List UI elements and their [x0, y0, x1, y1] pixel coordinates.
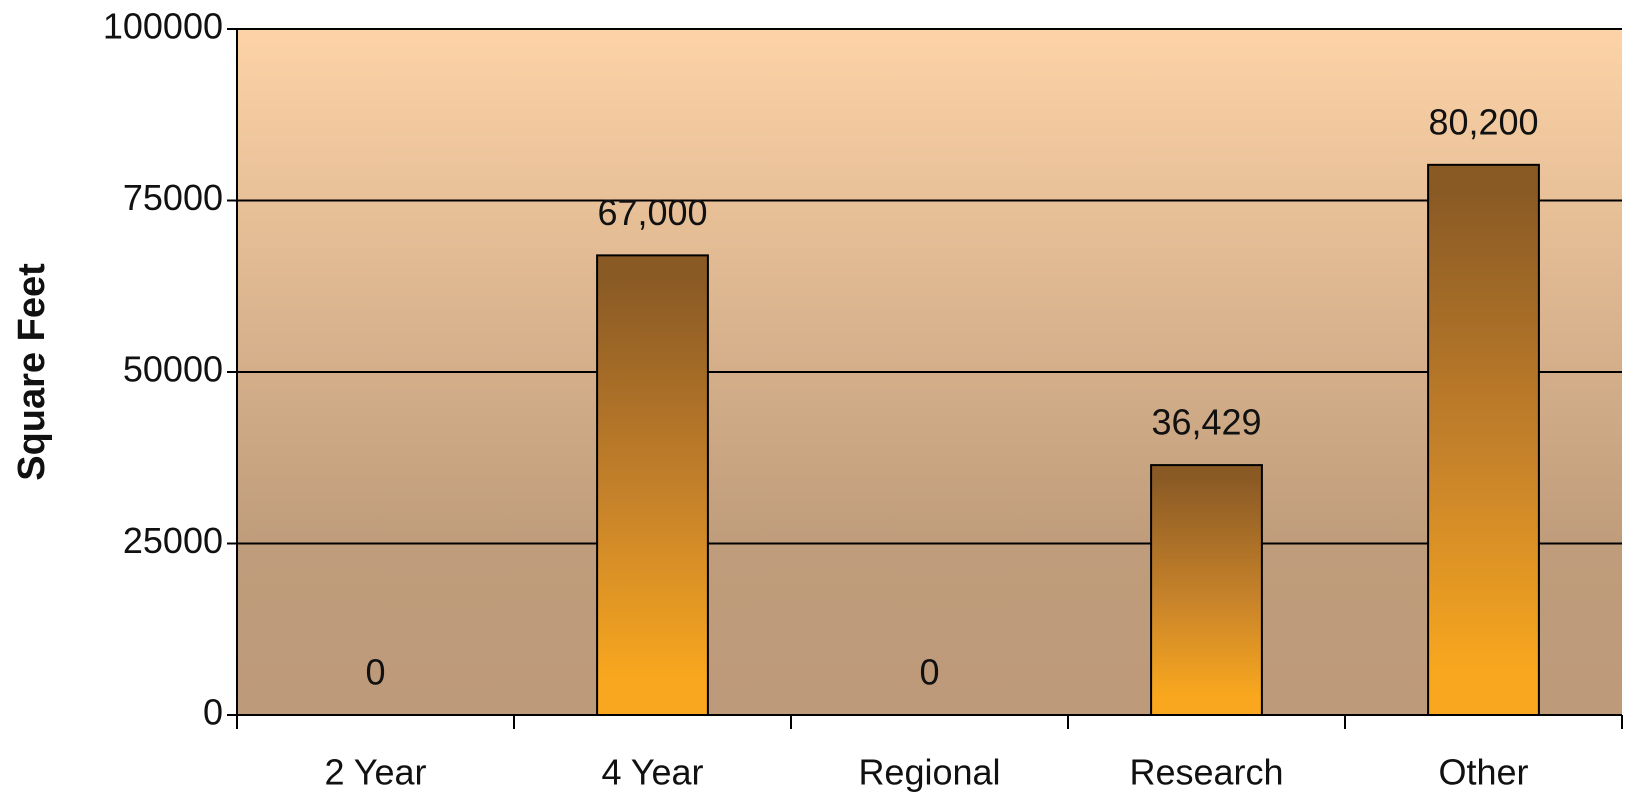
y-tick-label: 75000: [123, 177, 223, 218]
value-label: 0: [919, 652, 939, 693]
x-tick-label: 2 Year: [324, 752, 426, 793]
x-tick-label: Research: [1129, 752, 1283, 793]
bar: [1427, 163, 1540, 716]
y-tick-label: 100000: [103, 6, 223, 47]
y-tick-label: 0: [203, 692, 223, 733]
value-label: 80,200: [1428, 101, 1538, 142]
x-tick-label: Regional: [858, 752, 1000, 793]
x-tick-label: 4 Year: [601, 752, 703, 793]
value-label: 67,000: [597, 192, 707, 233]
y-tick-label: 25000: [123, 520, 223, 561]
bar: [596, 254, 709, 716]
y-axis-label: Square Feet: [11, 263, 53, 481]
x-tick-label: Other: [1438, 752, 1528, 793]
y-tick-label: 50000: [123, 349, 223, 390]
value-label: 36,429: [1151, 402, 1261, 443]
bar: [1150, 464, 1263, 716]
value-label: 0: [365, 652, 385, 693]
